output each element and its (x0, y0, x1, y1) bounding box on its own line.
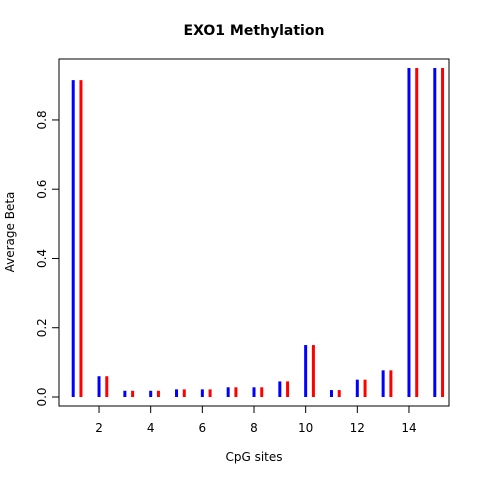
plot-frame (58, 58, 450, 407)
x-tick-label-2: 2 (95, 421, 103, 435)
x-axis-label: CpG sites (225, 450, 282, 464)
y-axis-label: Average Beta (3, 192, 17, 273)
y-tick-label-0.8: 0.8 (35, 110, 49, 129)
chart-title: EXO1 Methylation (184, 23, 325, 39)
plot-area (71, 68, 445, 397)
y-tick-label-0.2: 0.2 (35, 318, 49, 337)
x-tick-label-6: 6 (199, 421, 207, 435)
x-tick-label-10: 10 (298, 421, 313, 435)
x-tick-label-14: 14 (401, 421, 416, 435)
x-tick-label-12: 12 (350, 421, 365, 435)
y-tick-label-0.6: 0.6 (35, 180, 49, 199)
y-axis: 0.0 0.2 0.4 0.6 0.8 (35, 110, 59, 407)
x-axis: 2 4 6 8 10 12 14 (95, 406, 417, 435)
x-tick-label-8: 8 (250, 421, 258, 435)
y-tick-label-0.0: 0.0 (35, 387, 49, 406)
y-tick-label-0.4: 0.4 (35, 249, 49, 268)
x-tick-label-4: 4 (147, 421, 155, 435)
